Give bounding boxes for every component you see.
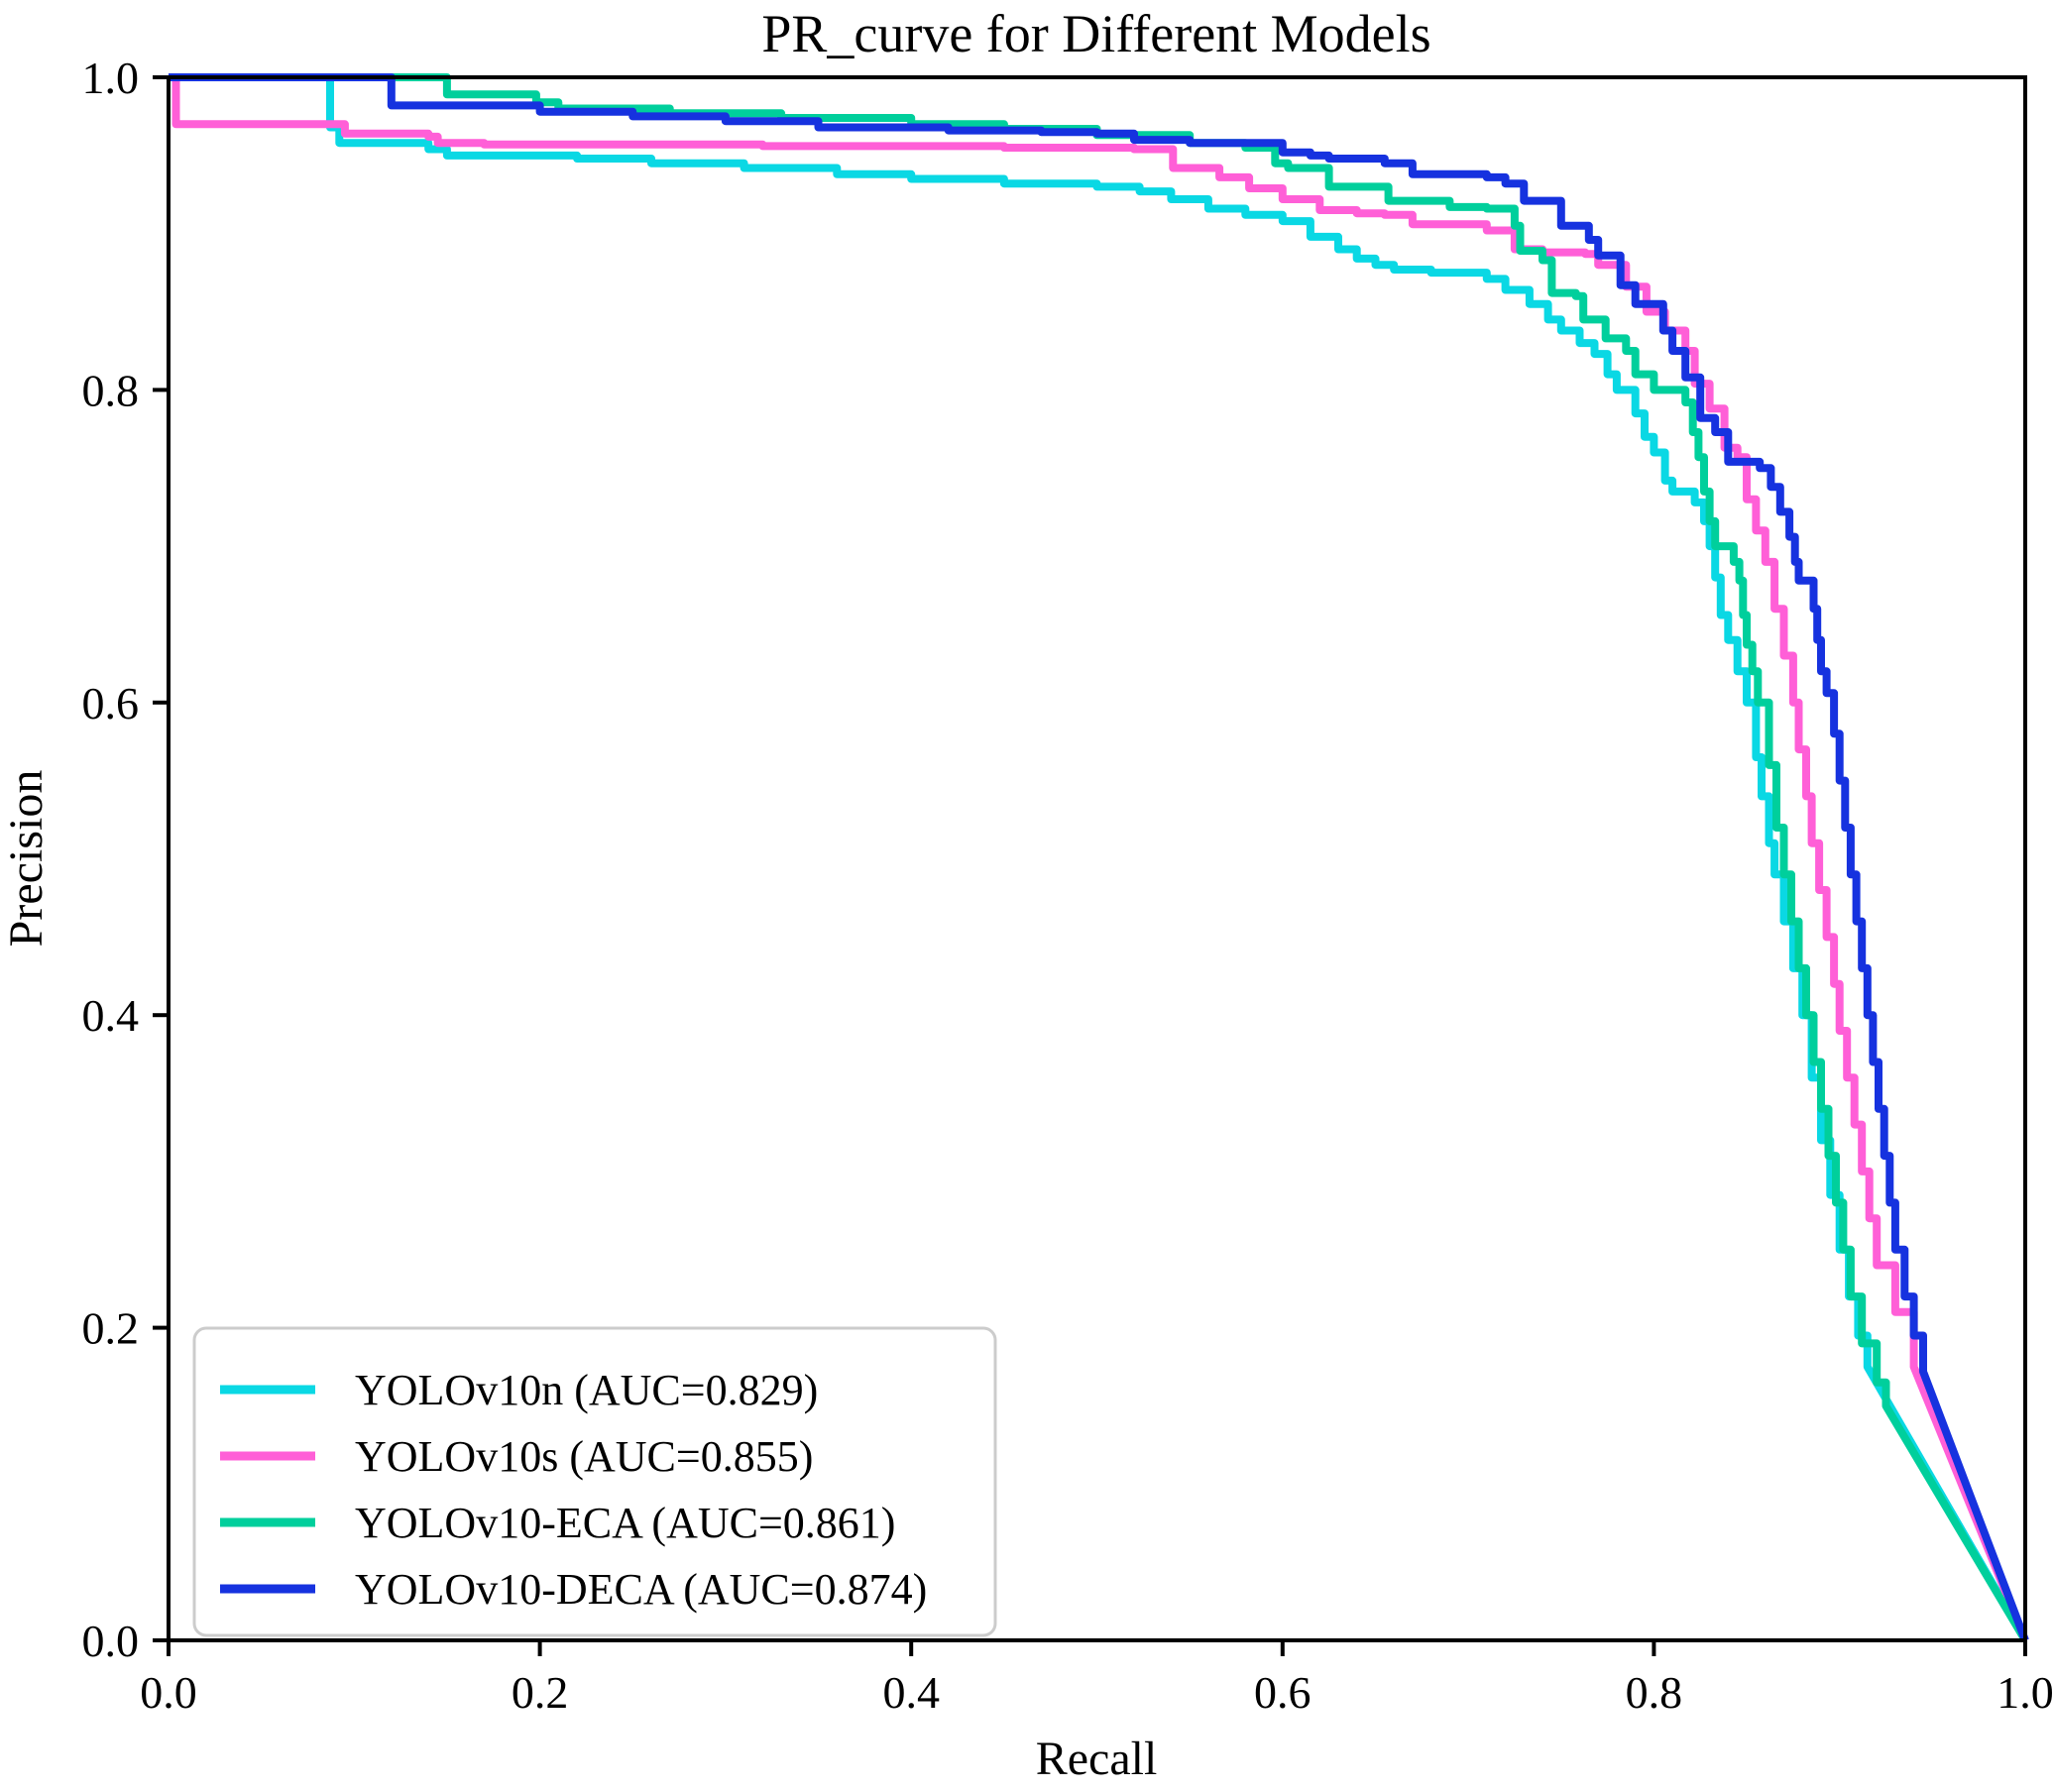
legend-label: YOLOv10s (AUC=0.855) — [355, 1432, 813, 1481]
y-axis-ticks: 0.0 0.2 0.4 0.6 0.8 1.0 — [82, 53, 169, 1666]
x-tick-label: 0.4 — [882, 1667, 940, 1718]
axes-spines — [167, 75, 2027, 1642]
pr-curve-yolov10-deca — [169, 73, 2029, 1642]
legend: YOLOv10n (AUC=0.829) YOLOv10s (AUC=0.855)… — [192, 1326, 997, 1637]
legend-item: YOLOv10n (AUC=0.829) — [220, 1366, 818, 1414]
chart-title: PR_curve for Different Models — [761, 4, 1430, 63]
legend-item: YOLOv10s (AUC=0.855) — [220, 1432, 813, 1481]
y-tick-label: 0.8 — [82, 365, 140, 415]
x-tick-label: 1.0 — [1996, 1667, 2053, 1718]
legend-item: YOLOv10-DECA (AUC=0.874) — [220, 1565, 927, 1614]
legend-item: YOLOv10-ECA (AUC=0.861) — [220, 1499, 895, 1547]
x-tick-label: 0.0 — [140, 1667, 197, 1718]
x-axis-ticks: 0.0 0.2 0.4 0.6 0.8 1.0 — [140, 1640, 2053, 1718]
legend-label: YOLOv10-ECA (AUC=0.861) — [355, 1499, 895, 1547]
y-tick-label: 1.0 — [82, 53, 140, 103]
x-tick-label: 0.8 — [1626, 1667, 1683, 1718]
x-tick-label: 0.2 — [512, 1667, 569, 1718]
y-tick-label: 0.6 — [82, 678, 140, 728]
y-axis-label: Precision — [0, 770, 53, 948]
pr-curve-yolov10n — [169, 73, 2029, 1642]
legend-label: YOLOv10n (AUC=0.829) — [355, 1366, 818, 1414]
pr-curve-yolov10-eca — [169, 73, 2029, 1643]
x-tick-label: 0.6 — [1254, 1667, 1312, 1718]
y-tick-label: 0.2 — [82, 1303, 140, 1354]
legend-label: YOLOv10-DECA (AUC=0.874) — [355, 1565, 927, 1614]
y-tick-label: 0.4 — [82, 990, 140, 1041]
y-tick-label: 0.0 — [82, 1616, 140, 1666]
curves-group — [169, 73, 2029, 1643]
x-axis-label: Recall — [1036, 1733, 1158, 1785]
legend-rows: YOLOv10n (AUC=0.829) YOLOv10s (AUC=0.855)… — [220, 1366, 927, 1614]
legend-box — [192, 1326, 997, 1637]
